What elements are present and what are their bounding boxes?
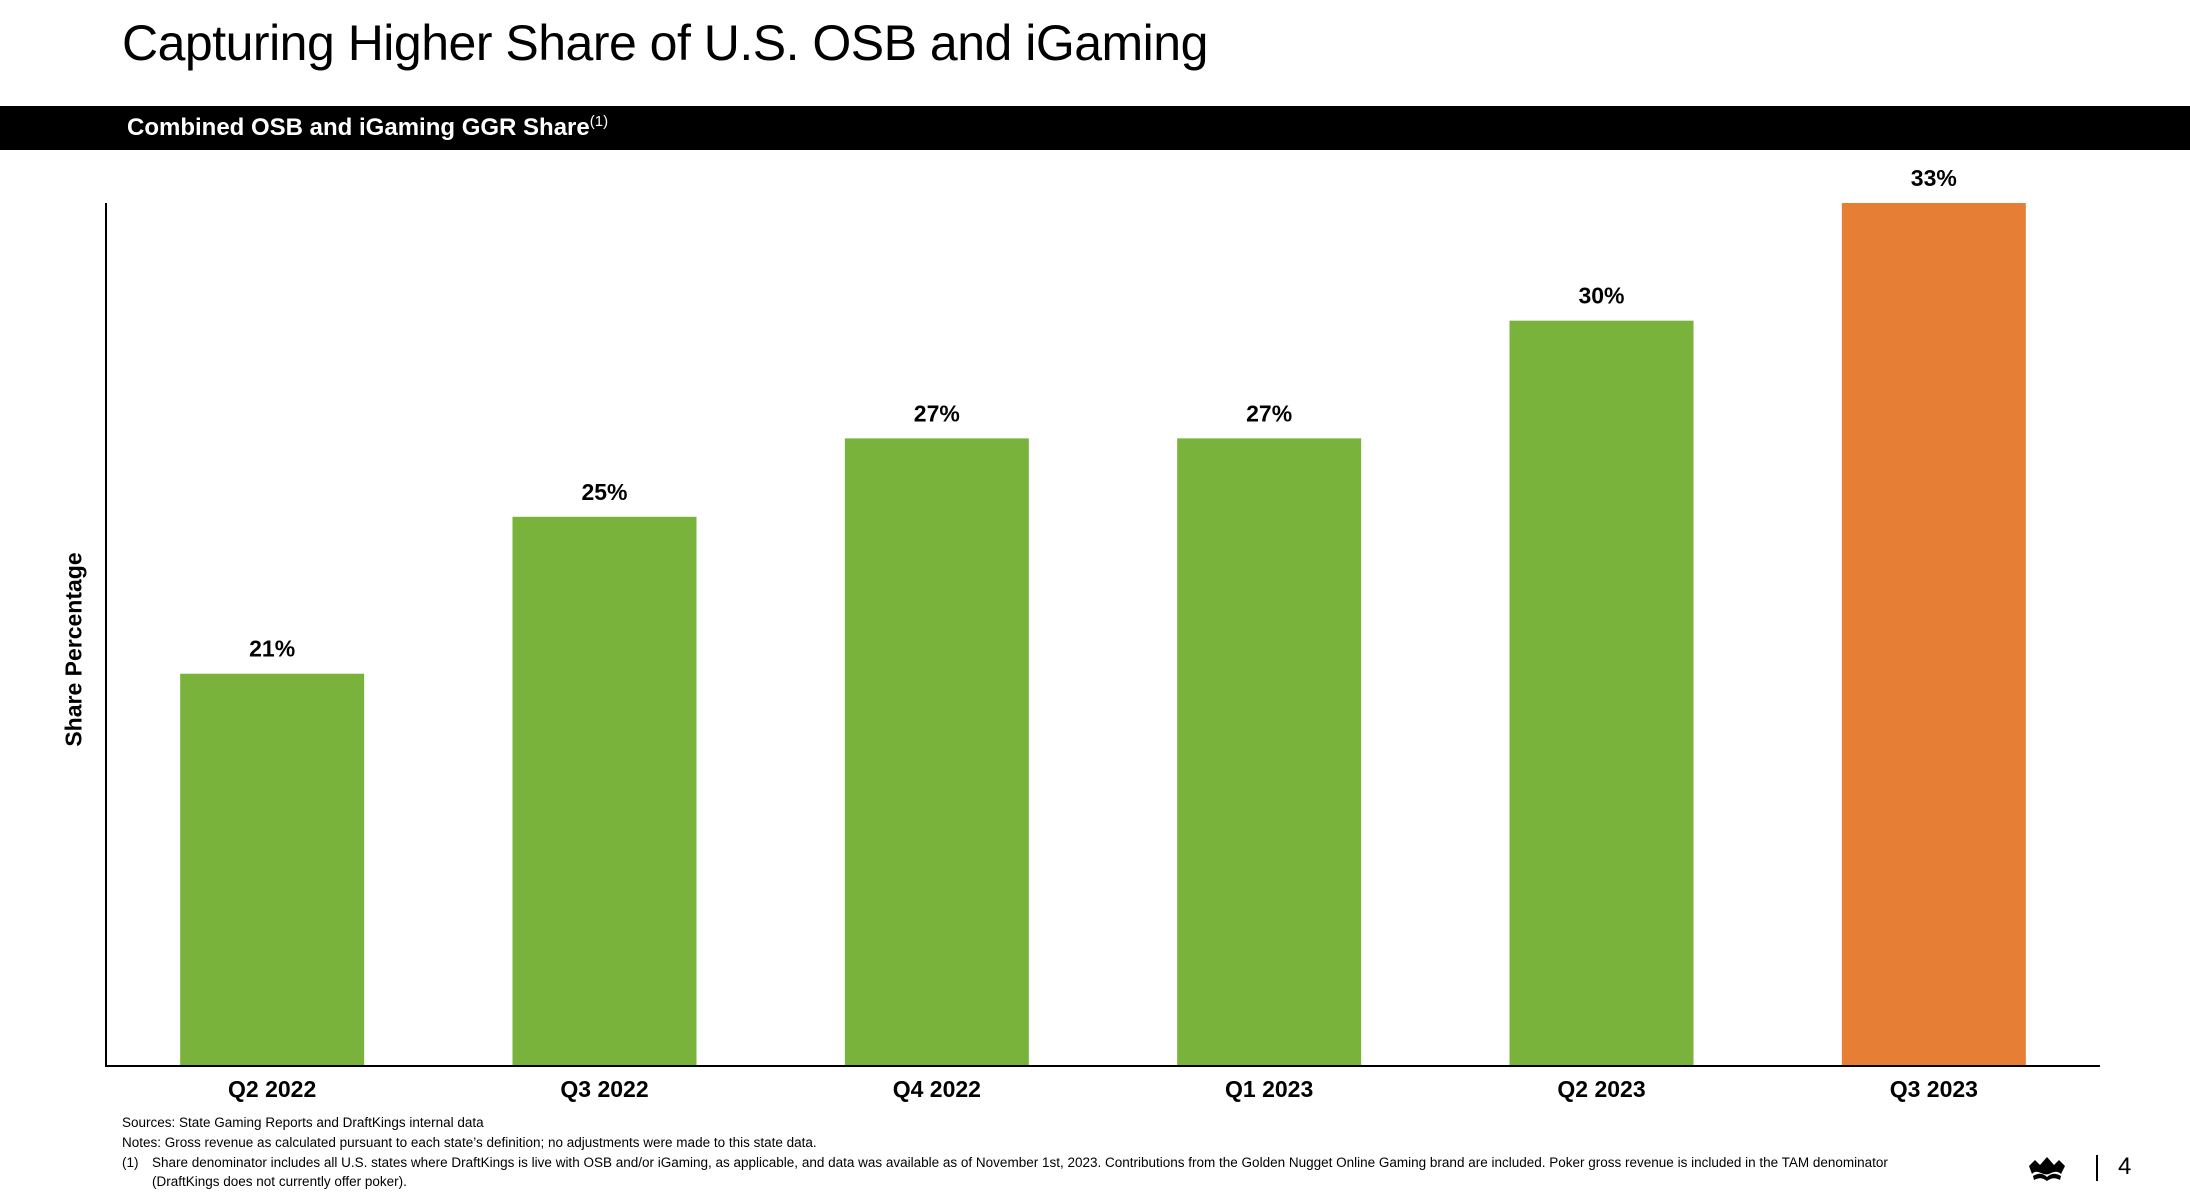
bar	[1841, 203, 2026, 1066]
data-label: 33%	[1911, 165, 1957, 191]
chart-title-banner: Combined OSB and iGaming GGR Share(1)	[0, 106, 2190, 150]
x-tick-label: Q2 2023	[1557, 1076, 1645, 1102]
crown-logo-icon	[2029, 1157, 2065, 1181]
footnote: (1) Share denominator includes all U.S. …	[122, 1153, 2022, 1191]
footnote-text: Share denominator includes all U.S. stat…	[152, 1155, 1888, 1189]
bar	[180, 673, 365, 1066]
footnote-mark: (1)	[122, 1155, 139, 1170]
page-number: 4	[2118, 1153, 2132, 1180]
chart-title-text: Combined OSB and iGaming GGR Share	[127, 114, 590, 141]
bar	[1177, 438, 1362, 1066]
notes-note: Notes: Gross revenue as calculated pursu…	[122, 1135, 817, 1150]
data-label: 27%	[914, 400, 960, 426]
x-tick-label: Q3 2022	[560, 1076, 648, 1102]
x-tick-label: Q3 2023	[1890, 1076, 1978, 1102]
chart-title-footnote-mark: (1)	[589, 113, 609, 130]
data-label: 30%	[1578, 283, 1624, 309]
data-label: 25%	[581, 479, 627, 505]
x-tick-label: Q2 2022	[228, 1076, 316, 1102]
page-number-separator	[2096, 1155, 2098, 1181]
x-tick-label: Q1 2023	[1225, 1076, 1313, 1102]
bar-chart: 21% Q2 2022 25% Q3 2022 27% Q4 2022 27% Q1 2023…	[105, 165, 2100, 1102]
bar	[844, 438, 1029, 1066]
data-label: 27%	[1246, 400, 1292, 426]
x-tick-label: Q4 2022	[893, 1076, 981, 1102]
page-title: Capturing Higher Share of U.S. OSB and i…	[122, 15, 1208, 71]
notes-section: Sources: State Gaming Reports and DraftK…	[122, 1113, 2022, 1191]
chart-title: Combined OSB and iGaming GGR Share(1)	[127, 113, 608, 142]
data-label: 21%	[249, 636, 295, 662]
bar	[512, 516, 697, 1066]
sources-note: Sources: State Gaming Reports and DraftK…	[122, 1115, 484, 1130]
bar	[1509, 320, 1694, 1066]
